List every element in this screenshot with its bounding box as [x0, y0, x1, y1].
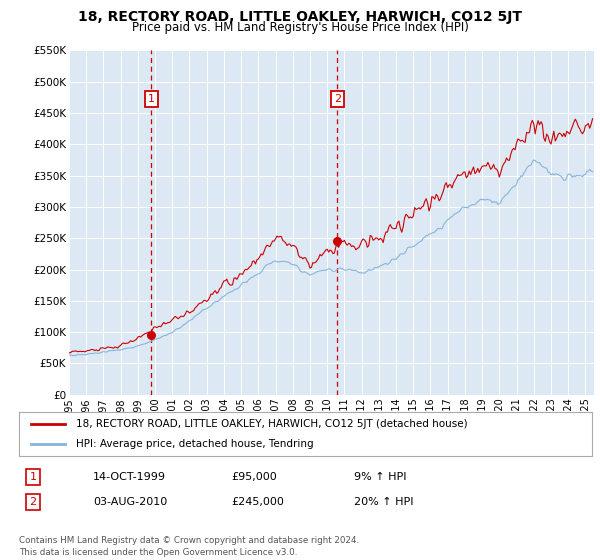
- Text: 2: 2: [334, 94, 341, 104]
- Text: 18, RECTORY ROAD, LITTLE OAKLEY, HARWICH, CO12 5JT: 18, RECTORY ROAD, LITTLE OAKLEY, HARWICH…: [78, 10, 522, 24]
- Text: £245,000: £245,000: [231, 497, 284, 507]
- Text: HPI: Average price, detached house, Tendring: HPI: Average price, detached house, Tend…: [77, 439, 314, 449]
- Text: 2: 2: [29, 497, 37, 507]
- Text: Contains HM Land Registry data © Crown copyright and database right 2024.
This d: Contains HM Land Registry data © Crown c…: [19, 536, 359, 557]
- Text: 18, RECTORY ROAD, LITTLE OAKLEY, HARWICH, CO12 5JT (detached house): 18, RECTORY ROAD, LITTLE OAKLEY, HARWICH…: [77, 419, 468, 429]
- Text: Price paid vs. HM Land Registry's House Price Index (HPI): Price paid vs. HM Land Registry's House …: [131, 21, 469, 34]
- Text: 1: 1: [29, 472, 37, 482]
- Text: 03-AUG-2010: 03-AUG-2010: [93, 497, 167, 507]
- Text: 9% ↑ HPI: 9% ↑ HPI: [354, 472, 407, 482]
- Text: 20% ↑ HPI: 20% ↑ HPI: [354, 497, 413, 507]
- Text: 1: 1: [148, 94, 155, 104]
- Text: £95,000: £95,000: [231, 472, 277, 482]
- Text: 14-OCT-1999: 14-OCT-1999: [93, 472, 166, 482]
